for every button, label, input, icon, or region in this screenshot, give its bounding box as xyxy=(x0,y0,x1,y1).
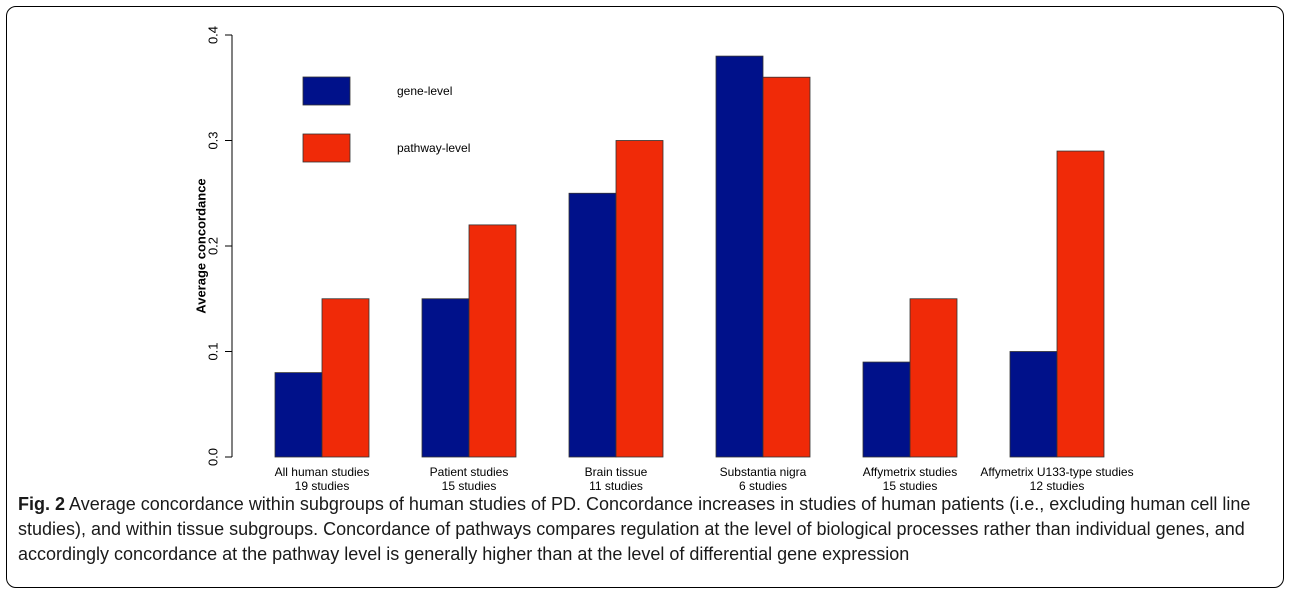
figure-label: Fig. 2 xyxy=(18,494,66,514)
bar-pathway-level-4 xyxy=(909,298,958,458)
y-tick-label: 0.1 xyxy=(205,342,220,360)
legend-label-pathway-level: pathway-level xyxy=(397,141,470,155)
x-category-label: Brain tissue xyxy=(585,465,648,479)
y-tick-label: 0.4 xyxy=(205,26,220,44)
x-category-label: Patient studies xyxy=(430,465,509,479)
bar-pathway-level-3 xyxy=(762,76,811,458)
bar-gene-level-5 xyxy=(1009,351,1058,458)
bar-chart: 0.0 0.1 0.2 0.3 0.4 Average concordance All hu… xyxy=(193,26,1133,490)
x-category-label: Affymetrix U133-type studies xyxy=(980,465,1133,479)
legend-swatch-pathway-level xyxy=(302,133,351,163)
y-axis-label: Average concordance xyxy=(193,178,208,313)
bar-pathway-level-5 xyxy=(1056,150,1105,458)
figure-caption: Fig. 2 Average concordance within subgro… xyxy=(18,492,1280,567)
bar-pathway-level-2 xyxy=(615,140,664,458)
bar-gene-level-0 xyxy=(274,372,323,458)
bar-pathway-level-1 xyxy=(468,224,517,458)
x-category-label: 11 studies xyxy=(589,479,643,490)
bar-gene-level-1 xyxy=(421,298,470,458)
bar-pathway-level-0 xyxy=(321,298,370,458)
bar-gene-level-3 xyxy=(715,55,764,458)
x-category-label: Affymetrix studies xyxy=(863,465,957,479)
legend-swatch-gene-level xyxy=(302,76,351,106)
bar-gene-level-4 xyxy=(862,361,911,458)
legend-label-gene-level: gene-level xyxy=(397,84,452,98)
y-tick-label: 0.0 xyxy=(205,448,220,466)
x-category-label: 6 studies xyxy=(739,479,787,490)
caption-text: Average concordance within subgroups of … xyxy=(18,494,1251,564)
x-category-label: 12 studies xyxy=(1030,479,1085,490)
y-tick-label: 0.3 xyxy=(205,131,220,149)
x-category-label: Substantia nigra xyxy=(720,465,807,479)
x-category-label: 15 studies xyxy=(442,479,497,490)
y-tick-label: 0.2 xyxy=(205,237,220,255)
x-category-label: 19 studies xyxy=(295,479,350,490)
x-category-label: 15 studies xyxy=(883,479,938,490)
x-category-label: All human studies xyxy=(275,465,370,479)
bar-gene-level-2 xyxy=(568,192,617,458)
